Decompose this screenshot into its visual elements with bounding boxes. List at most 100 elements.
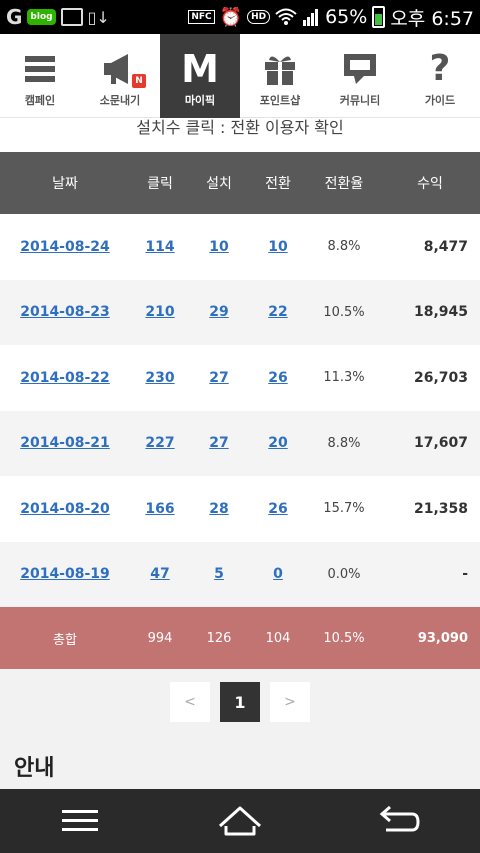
total-click: 994 xyxy=(147,630,173,646)
conversion-link[interactable]: 26 xyxy=(268,369,288,386)
rate-cell: 15.7% xyxy=(323,501,365,517)
notice-title: 안내 xyxy=(14,756,55,781)
m-icon: M xyxy=(181,47,219,91)
revenue-cell: 21,358 xyxy=(413,500,468,517)
back-button[interactable] xyxy=(360,796,440,846)
alarm-icon: ⏰ xyxy=(219,6,243,28)
header-click: 클릭 xyxy=(147,176,173,192)
click-link[interactable]: 230 xyxy=(145,369,175,386)
table-row: 2014-08-19 47 5 0 0.0% - xyxy=(0,541,480,607)
nav-pointshop[interactable]: 포인트샵 xyxy=(240,34,320,118)
home-icon xyxy=(218,806,262,836)
nav-label: 가이드 xyxy=(424,94,456,107)
total-rate: 10.5% xyxy=(323,630,365,646)
blog-icon: blog xyxy=(27,9,56,25)
table-row: 2014-08-20 166 28 26 15.7% 21,358 xyxy=(0,476,480,542)
status-bar: G blog ▯↓ NFC ⏰ HD 65% 오후 6:57 xyxy=(0,0,480,34)
revenue-cell: 8,477 xyxy=(423,238,468,255)
header-date: 날짜 xyxy=(52,176,78,192)
header-rate: 전환율 xyxy=(324,176,364,192)
conversion-link[interactable]: 20 xyxy=(268,435,288,452)
conversion-link[interactable]: 26 xyxy=(268,500,288,517)
install-link[interactable]: 10 xyxy=(209,238,229,255)
signal-icon xyxy=(303,9,319,26)
install-link[interactable]: 29 xyxy=(209,304,229,321)
header-install: 설치 xyxy=(206,176,232,192)
stats-table: 날짜 클릭 설치 전환 전환율 수익 2014-08-24 114 10 10 … xyxy=(0,152,480,669)
current-page-button[interactable]: 1 xyxy=(220,682,260,722)
nav-mypick[interactable]: M 마이픽 xyxy=(160,34,240,118)
nav-campaign[interactable]: 캠페인 xyxy=(0,34,80,118)
nav-label: 캠페인 xyxy=(24,94,56,107)
date-link[interactable]: 2014-08-19 xyxy=(20,566,110,583)
back-icon xyxy=(379,805,420,832)
revenue-cell: 26,703 xyxy=(413,369,468,386)
download-icon: ▯↓ xyxy=(87,7,110,27)
image-icon xyxy=(60,8,83,26)
rate-cell: 8.8% xyxy=(327,435,361,451)
header-revenue: 수익 xyxy=(417,176,443,192)
table-total-row: 총합 994 126 104 10.5% 93,090 xyxy=(0,607,480,669)
table-row: 2014-08-21 227 27 20 8.8% 17,607 xyxy=(0,410,480,476)
total-install: 126 xyxy=(206,630,232,646)
nav-label: 소문내기 xyxy=(99,94,141,107)
rate-cell: 0.0% xyxy=(327,566,361,582)
install-link[interactable]: 5 xyxy=(214,566,224,583)
table-row: 2014-08-24 114 10 10 8.8% 8,477 xyxy=(0,214,480,280)
total-label: 총합 xyxy=(53,632,77,648)
question-icon: ? xyxy=(429,48,451,89)
menu-icon xyxy=(62,810,98,831)
click-link[interactable]: 227 xyxy=(145,435,175,452)
top-nav: 캠페인 N 소문내기 M 마이픽 포인트샵 xyxy=(0,34,480,118)
click-link[interactable]: 47 xyxy=(150,566,170,583)
revenue-cell: - xyxy=(462,566,468,583)
system-nav-bar xyxy=(0,789,480,853)
next-page-button[interactable]: > xyxy=(270,682,310,722)
click-link[interactable]: 114 xyxy=(145,238,175,255)
conversion-link[interactable]: 0 xyxy=(273,566,283,583)
wifi-icon xyxy=(275,8,297,25)
chat-icon xyxy=(342,50,378,88)
nav-guide[interactable]: ? 가이드 xyxy=(400,34,480,118)
new-badge: N xyxy=(132,74,146,88)
home-button[interactable] xyxy=(200,796,280,846)
revenue-cell: 17,607 xyxy=(413,435,468,452)
table-header: 날짜 클릭 설치 전환 전환율 수익 xyxy=(0,152,480,214)
nav-community[interactable]: 커뮤니티 xyxy=(320,34,400,118)
date-link[interactable]: 2014-08-21 xyxy=(20,435,110,452)
total-conversion: 104 xyxy=(265,630,291,646)
install-link[interactable]: 28 xyxy=(209,500,229,517)
rate-cell: 11.3% xyxy=(323,370,365,386)
nfc-icon: NFC xyxy=(188,10,215,24)
menu-button[interactable] xyxy=(40,796,120,846)
gift-icon xyxy=(263,50,297,88)
date-link[interactable]: 2014-08-22 xyxy=(20,369,110,386)
nav-label: 커뮤니티 xyxy=(339,94,381,107)
date-link[interactable]: 2014-08-20 xyxy=(20,500,110,517)
rate-cell: 10.5% xyxy=(323,304,365,320)
battery-icon xyxy=(372,6,386,28)
date-link[interactable]: 2014-08-24 xyxy=(20,238,110,255)
install-link[interactable]: 27 xyxy=(209,369,229,386)
conversion-link[interactable]: 10 xyxy=(268,238,288,255)
click-link[interactable]: 166 xyxy=(145,500,175,517)
install-link[interactable]: 27 xyxy=(209,435,229,452)
rate-cell: 8.8% xyxy=(327,239,361,255)
table-row: 2014-08-22 230 27 26 11.3% 26,703 xyxy=(0,345,480,411)
section-subheading: 설치수 클릭 : 전환 이용자 확인 xyxy=(0,118,480,152)
click-link[interactable]: 210 xyxy=(145,304,175,321)
table-row: 2014-08-23 210 29 22 10.5% 18,945 xyxy=(0,279,480,345)
prev-page-button[interactable]: < xyxy=(170,682,210,722)
revenue-cell: 18,945 xyxy=(413,304,468,321)
battery-text: 65% xyxy=(325,6,368,28)
megaphone-icon: N xyxy=(102,50,146,88)
date-link[interactable]: 2014-08-23 xyxy=(20,304,110,321)
nav-share[interactable]: N 소문내기 xyxy=(80,34,160,118)
header-conversion: 전환 xyxy=(265,176,291,192)
g-icon: G xyxy=(6,5,23,29)
nav-label: 포인트샵 xyxy=(259,94,301,107)
hamburger-icon xyxy=(25,50,55,88)
hd-icon: HD xyxy=(247,10,271,24)
conversion-link[interactable]: 22 xyxy=(268,304,288,321)
clock: 오후 6:57 xyxy=(390,7,474,30)
